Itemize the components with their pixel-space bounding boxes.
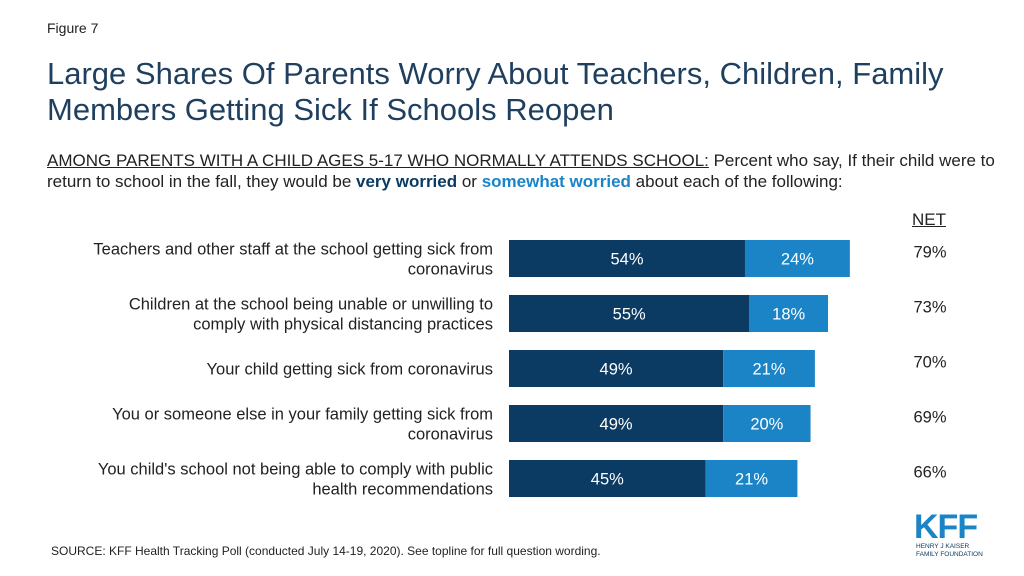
category-label-line: health recommendations <box>312 481 493 499</box>
category-label: Teachers and other staff at the school g… <box>93 241 493 279</box>
category-label-line: Teachers and other staff at the school g… <box>93 241 493 259</box>
bar-segment-somewhat-worried <box>723 350 815 387</box>
logo-kff-text: KFF <box>914 508 977 546</box>
bar-value-label: 49% <box>600 416 633 434</box>
figure-label: Figure 7 <box>47 20 99 36</box>
bar-segment-somewhat-worried <box>749 295 829 332</box>
category-label-line: You or someone else in your family getti… <box>112 406 493 424</box>
bar-segment-very-worried <box>509 460 706 497</box>
bar-value-label: 49% <box>600 361 633 379</box>
bar-segment-very-worried <box>509 350 724 387</box>
net-value-label: 70% <box>913 354 946 372</box>
bar-segment-somewhat-worried <box>744 240 850 277</box>
legend-very-worried: very worried <box>356 172 458 191</box>
category-label-line: You child's school not being able to com… <box>98 461 493 479</box>
bar-value-label: 20% <box>750 416 783 434</box>
net-header: NET <box>912 210 946 229</box>
bar-value-label: 24% <box>781 251 814 269</box>
legend-somewhat-worried: somewhat worried <box>481 172 631 191</box>
bar-segment-somewhat-worried <box>705 460 798 497</box>
source-note: SOURCE: KFF Health Tracking Poll (conduc… <box>51 544 601 558</box>
bar-value-label: 45% <box>591 471 624 489</box>
subtitle-text-or: or <box>457 172 482 191</box>
net-value-label: 79% <box>913 244 946 262</box>
category-label-line: Your child getting sick from coronavirus <box>207 361 493 379</box>
bar-segment-very-worried <box>509 405 724 442</box>
bar-segment-very-worried <box>509 240 745 277</box>
chart-title: Large Shares Of Parents Worry About Teac… <box>47 56 944 127</box>
subtitle-prefix: AMONG PARENTS WITH A CHILD AGES 5-17 WHO… <box>47 151 709 170</box>
category-label: You or someone else in your family getti… <box>112 406 493 444</box>
net-value-label: 66% <box>913 464 946 482</box>
bar-segment-very-worried <box>509 295 750 332</box>
subtitle-text-1: Percent who say, If their child were to … <box>47 151 995 191</box>
bar-value-label: 21% <box>735 471 768 489</box>
bar-value-label: 54% <box>610 251 643 269</box>
net-value-label: 69% <box>913 409 946 427</box>
kff-logo: KFF HENRY J KAISER FAMILY FOUNDATION <box>914 508 983 558</box>
bar-segment-somewhat-worried <box>723 405 811 442</box>
category-label: You child's school not being able to com… <box>98 461 493 499</box>
logo-line-1: HENRY J KAISER <box>916 543 970 550</box>
bar-value-label: 18% <box>772 306 805 324</box>
category-label-line: comply with physical distancing practice… <box>193 316 493 334</box>
category-label: Children at the school being unable or u… <box>129 296 493 334</box>
chart-subtitle: AMONG PARENTS WITH A CHILD AGES 5-17 WHO… <box>47 150 997 192</box>
category-label-line: coronavirus <box>408 261 493 279</box>
category-label-line: coronavirus <box>408 426 493 444</box>
category-label-line: Children at the school being unable or u… <box>129 296 493 314</box>
bar-value-label: 21% <box>752 361 785 379</box>
subtitle-text-2: about each of the following: <box>630 172 843 191</box>
bar-value-label: 55% <box>613 306 646 324</box>
category-label: Your child getting sick from coronavirus <box>207 361 493 379</box>
net-value-label: 73% <box>913 299 946 317</box>
logo-line-2: FAMILY FOUNDATION <box>916 551 983 558</box>
